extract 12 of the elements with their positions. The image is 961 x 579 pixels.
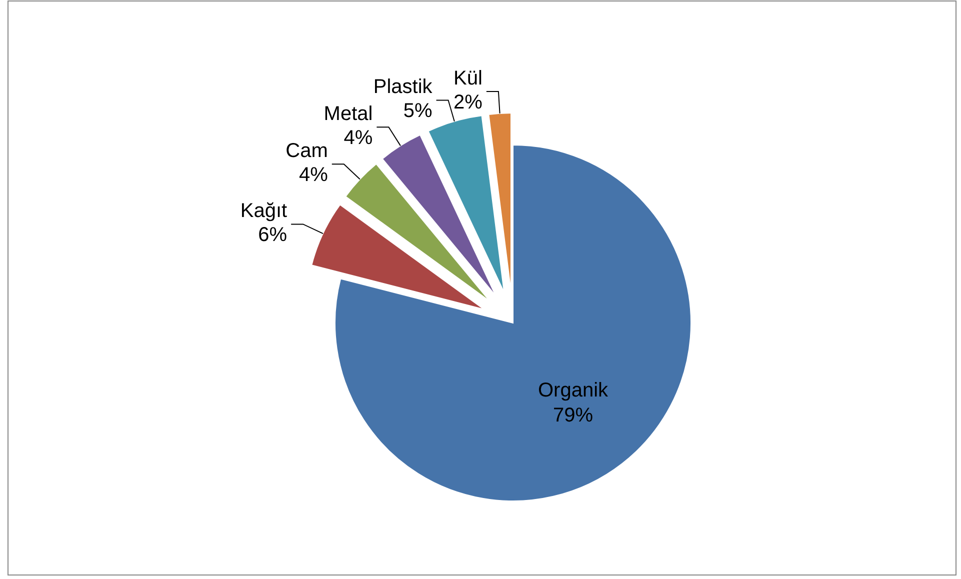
slice-label: Metal — [324, 103, 373, 126]
slice-label: Kağıt — [240, 200, 288, 222]
slice-label: Cam — [286, 140, 328, 162]
data-label: 2% — [454, 91, 483, 114]
data-label: 4% — [298, 164, 328, 186]
slice-label: Organik — [538, 379, 610, 402]
slice-label: Kül — [454, 67, 482, 90]
data-label: 79% — [552, 404, 594, 426]
slice-label: Plastik — [373, 76, 434, 98]
data-label: 4% — [344, 127, 373, 150]
data-label: 5% — [403, 100, 432, 122]
data-label: 6% — [258, 224, 288, 246]
